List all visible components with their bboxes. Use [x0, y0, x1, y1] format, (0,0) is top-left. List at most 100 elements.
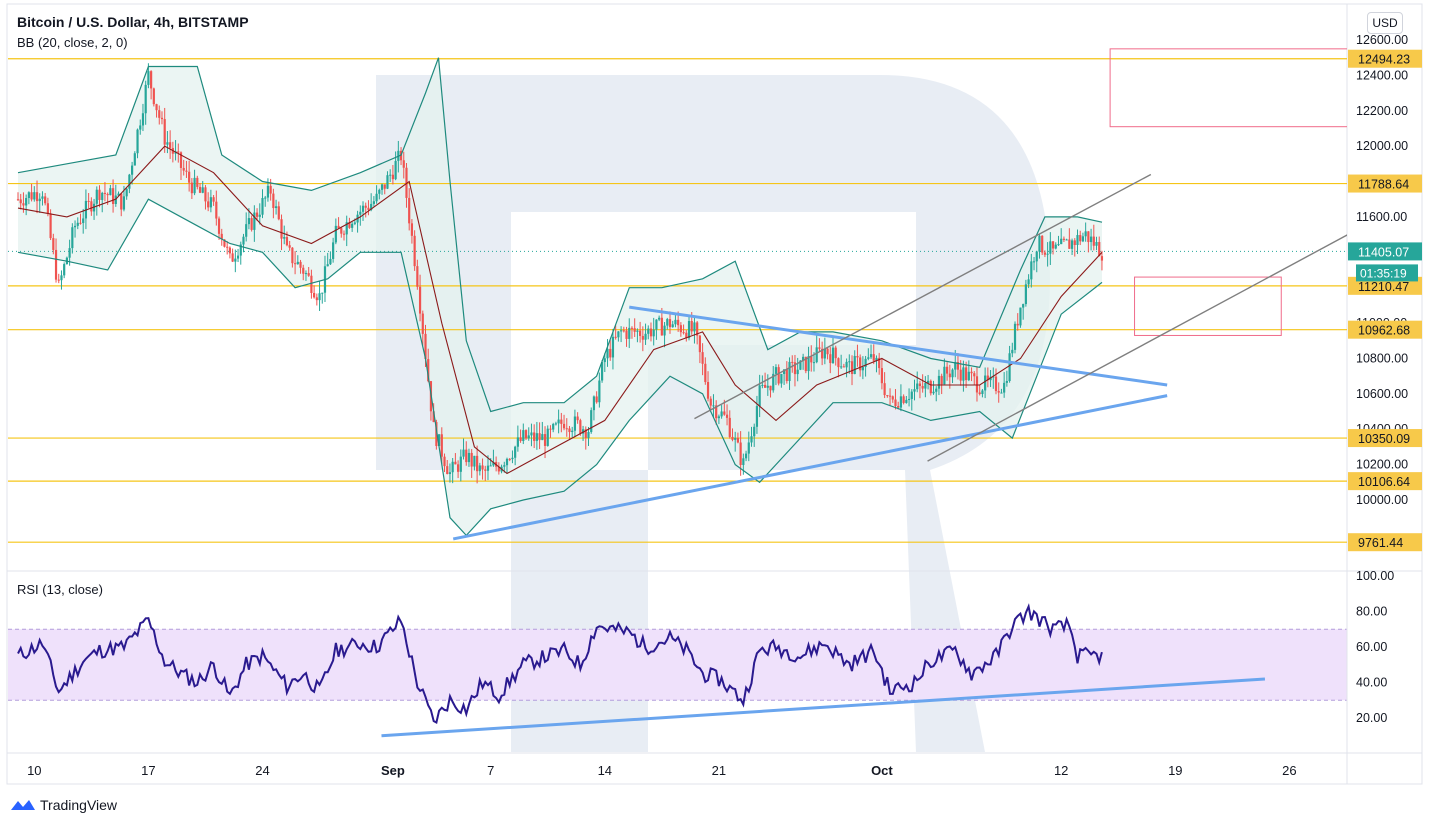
candle[interactable] — [158, 105, 161, 125]
candle[interactable] — [389, 169, 392, 183]
candle[interactable] — [744, 450, 748, 462]
candle[interactable] — [1016, 313, 1019, 331]
candle[interactable] — [641, 326, 644, 352]
candle[interactable] — [791, 355, 794, 373]
candle[interactable] — [527, 427, 530, 441]
candle[interactable] — [861, 356, 864, 380]
candle[interactable] — [38, 193, 41, 213]
candle[interactable] — [76, 217, 79, 230]
candle[interactable] — [620, 326, 623, 343]
candle[interactable] — [611, 328, 615, 370]
candle[interactable] — [633, 318, 636, 338]
candle[interactable] — [840, 354, 843, 369]
candle[interactable] — [470, 449, 473, 478]
candle[interactable] — [220, 228, 223, 246]
bb-indicator-label[interactable]: BB (20, close, 2, 0) — [17, 35, 128, 50]
candle[interactable] — [698, 334, 701, 364]
candle[interactable] — [30, 183, 33, 202]
candle[interactable] — [1054, 242, 1057, 250]
candle[interactable] — [696, 320, 699, 345]
candle[interactable] — [1043, 250, 1046, 258]
rsi-plot[interactable] — [17, 603, 1266, 738]
candle[interactable] — [277, 201, 280, 221]
candle[interactable] — [905, 395, 908, 404]
candle[interactable] — [307, 266, 310, 277]
candle[interactable] — [592, 395, 596, 421]
candle[interactable] — [435, 419, 438, 450]
candle[interactable] — [1022, 303, 1025, 320]
candle[interactable] — [351, 222, 354, 232]
candle[interactable] — [652, 317, 655, 346]
candle[interactable] — [73, 220, 77, 238]
candle[interactable] — [701, 343, 704, 376]
candle[interactable] — [924, 376, 927, 398]
candle[interactable] — [1005, 370, 1008, 387]
candle[interactable] — [519, 429, 522, 443]
candle[interactable] — [704, 357, 707, 385]
candle[interactable] — [994, 368, 998, 395]
candle[interactable] — [552, 422, 555, 433]
candle[interactable] — [929, 379, 932, 396]
candle[interactable] — [872, 344, 875, 365]
candle[interactable] — [179, 151, 183, 181]
candle[interactable] — [16, 192, 20, 201]
candle[interactable] — [921, 374, 924, 393]
candle[interactable] — [864, 355, 867, 377]
candle[interactable] — [1084, 222, 1087, 242]
candle[interactable] — [562, 414, 566, 431]
candle[interactable] — [639, 321, 642, 343]
candle[interactable] — [902, 394, 905, 405]
candle[interactable] — [236, 248, 240, 263]
candle[interactable] — [185, 160, 188, 178]
candle[interactable] — [538, 422, 541, 450]
candle[interactable] — [573, 409, 577, 438]
candle[interactable] — [394, 151, 397, 181]
candle[interactable] — [663, 322, 666, 348]
candle[interactable] — [671, 320, 674, 328]
candle[interactable] — [497, 462, 500, 475]
candle[interactable] — [886, 394, 889, 398]
candle[interactable] — [345, 215, 348, 247]
candle[interactable] — [595, 391, 598, 404]
rsi-indicator-label[interactable]: RSI (13, close) — [17, 582, 103, 597]
candle[interactable] — [666, 317, 669, 330]
candle[interactable] — [932, 380, 935, 395]
candle[interactable] — [462, 438, 465, 460]
candle[interactable] — [951, 368, 954, 384]
level-label[interactable]: 10350.09 — [1358, 432, 1410, 446]
candle[interactable] — [777, 364, 780, 386]
candle[interactable] — [894, 389, 897, 410]
candle[interactable] — [321, 292, 324, 304]
candle[interactable] — [443, 453, 446, 473]
candle[interactable] — [402, 151, 405, 179]
price-plot[interactable] — [8, 48, 1404, 543]
candle[interactable] — [522, 423, 525, 445]
candle[interactable] — [530, 423, 533, 447]
rsi-trendline[interactable] — [381, 677, 1266, 738]
candle[interactable] — [378, 188, 381, 200]
candle[interactable] — [35, 180, 39, 214]
candle[interactable] — [1019, 307, 1022, 328]
candle[interactable] — [1070, 238, 1074, 255]
level-label[interactable]: 10962.68 — [1358, 324, 1410, 338]
candle[interactable] — [52, 233, 55, 255]
candle[interactable] — [549, 425, 552, 438]
candle[interactable] — [984, 367, 987, 399]
candle[interactable] — [533, 424, 536, 449]
candle[interactable] — [245, 212, 248, 242]
candle[interactable] — [359, 205, 362, 226]
candle[interactable] — [1057, 235, 1060, 247]
candle[interactable] — [785, 361, 788, 384]
candle[interactable] — [54, 238, 58, 283]
candle[interactable] — [188, 160, 191, 192]
candle[interactable] — [975, 366, 979, 402]
candle[interactable] — [416, 259, 419, 290]
candle[interactable] — [212, 194, 215, 206]
candle[interactable] — [706, 371, 710, 402]
candle[interactable] — [386, 171, 389, 190]
candle[interactable] — [614, 325, 617, 340]
candle[interactable] — [818, 338, 821, 352]
candle[interactable] — [981, 388, 984, 398]
candle[interactable] — [609, 339, 612, 361]
candle[interactable] — [926, 374, 930, 390]
